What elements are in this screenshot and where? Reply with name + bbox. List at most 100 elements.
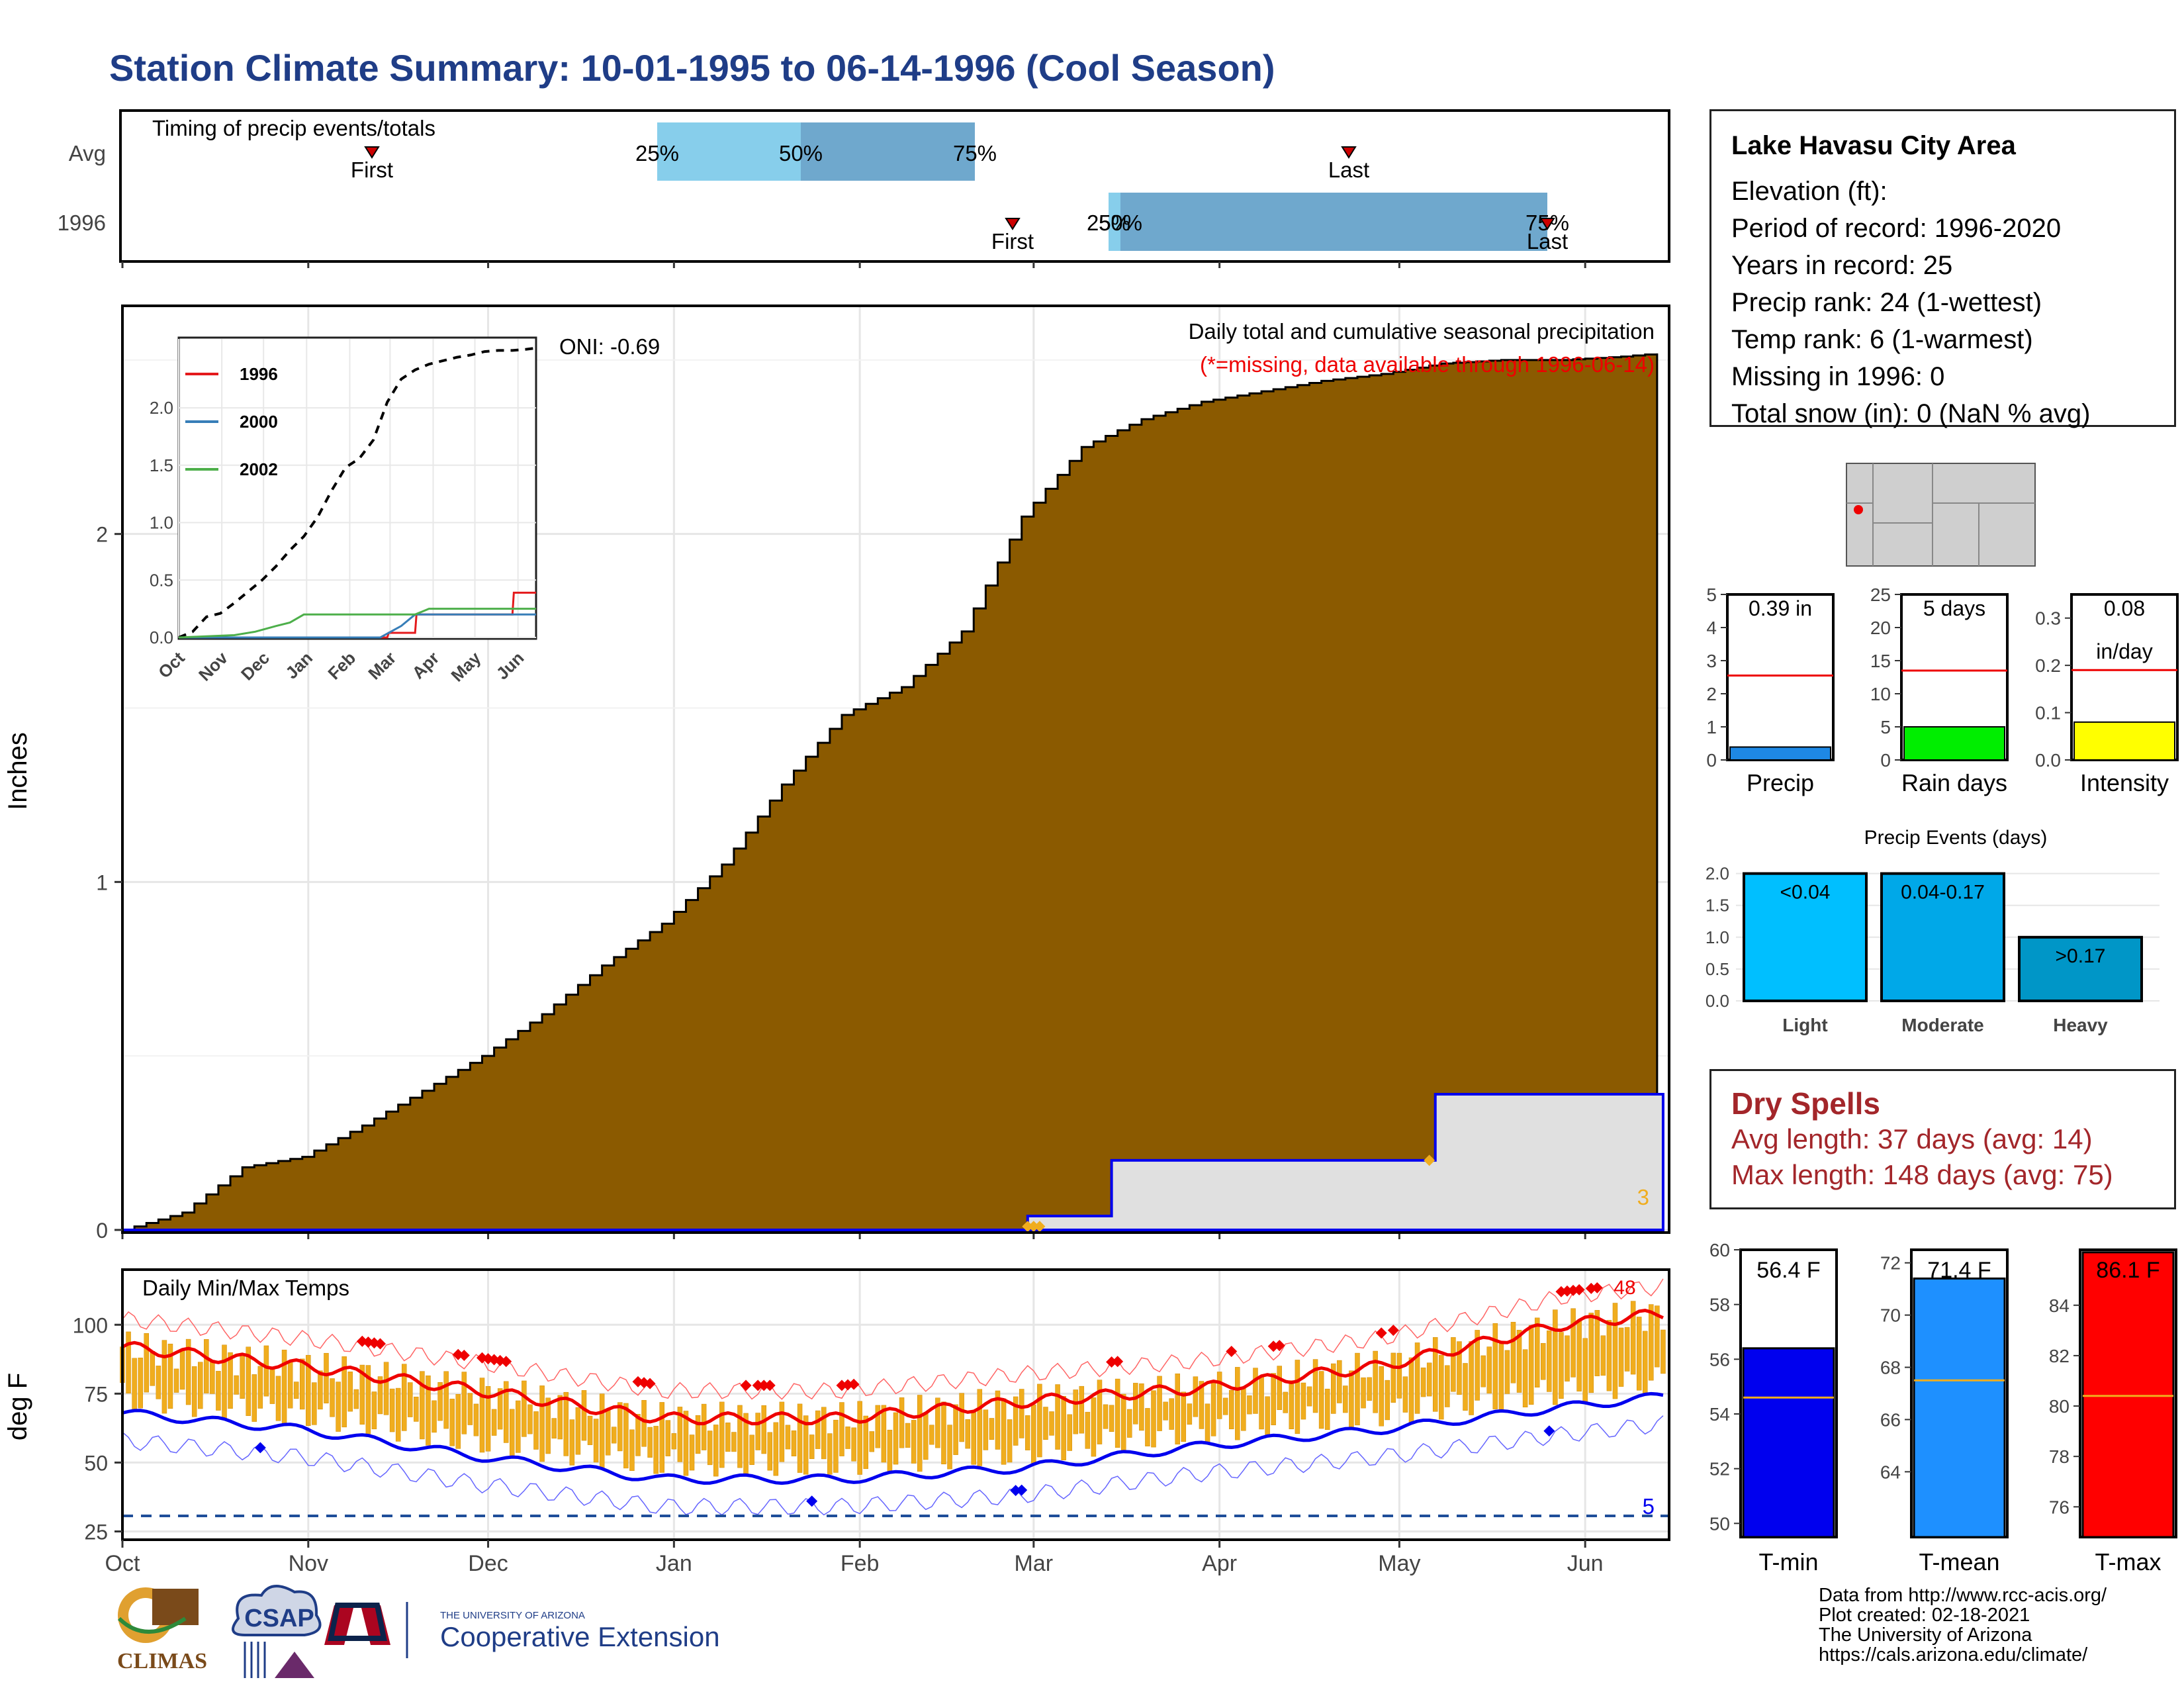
daily-temp-bar — [228, 1352, 233, 1409]
daily-temp-bar — [941, 1401, 946, 1464]
daily-temp-bar — [737, 1405, 743, 1468]
daily-temp-bar — [1235, 1367, 1240, 1440]
inset-series-2002 — [178, 608, 536, 639]
avg-last-label: Last — [1328, 158, 1369, 182]
climas-logo: CLIMAS — [117, 1587, 207, 1673]
summary-bar-tick-label: 3 — [1706, 651, 1717, 671]
daily-temp-bar — [803, 1415, 809, 1475]
summary-bar-chart: 0.0 0.1 0.2 0.3 0.08 in/day Intensity — [2035, 593, 2179, 796]
summary-bar-tick-label: 2 — [1706, 684, 1717, 704]
daily-temp-bar — [623, 1403, 629, 1469]
daily-temp-bar — [953, 1404, 958, 1455]
region-map — [1846, 463, 2036, 567]
daily-temp-bar — [899, 1397, 905, 1448]
summary-bar-value — [1729, 746, 1831, 761]
daily-temp-bar — [887, 1429, 893, 1474]
daily-temp-bar — [1115, 1378, 1120, 1448]
y1996-first-marker — [1005, 218, 1021, 230]
daily-temp-bar — [983, 1409, 989, 1450]
daily-temp-bar — [179, 1350, 185, 1390]
daily-temp-bar — [569, 1419, 575, 1466]
daily-temp-bar — [1414, 1342, 1420, 1414]
avg-p25: 25% — [635, 141, 679, 165]
daily-temp-bar — [1636, 1317, 1642, 1391]
summary-bar-tick-label: 10 — [1870, 684, 1891, 704]
summary-bar-tick-label: 20 — [1870, 618, 1891, 638]
daily-temp-bar — [605, 1409, 611, 1456]
precip-event-marker — [1034, 1221, 1046, 1233]
temp-summary-tick-label: 60 — [1709, 1240, 1730, 1260]
temp-summary-name: T-min — [1759, 1548, 1819, 1575]
daily-temp-bar — [1043, 1407, 1048, 1440]
temp-count: 5 — [1643, 1494, 1655, 1519]
daily-temp-bar — [293, 1382, 299, 1399]
daily-temp-bar — [336, 1382, 341, 1432]
daily-temp-bar — [557, 1395, 563, 1440]
daily-temp-bar — [1649, 1304, 1654, 1381]
daily-temp-bar — [767, 1432, 773, 1471]
daily-temp-bar — [1127, 1409, 1132, 1438]
dry-spells-max: Max length: 148 days (avg: 75) — [1731, 1159, 2113, 1190]
precip-event-marker — [1028, 1221, 1040, 1233]
station-precip-rank: Precip rank: 24 (1-wettest) — [1731, 288, 2042, 317]
temp-hot-count: 48 — [1614, 1277, 1635, 1299]
daily-temp-bar — [815, 1410, 821, 1449]
station-name: Lake Havasu City Area — [1731, 131, 2016, 160]
y1996-last-label: Last — [1527, 229, 1568, 254]
daily-temp-bar — [773, 1422, 779, 1476]
record-high-marker — [1273, 1340, 1285, 1352]
daily-temp-bar — [1187, 1403, 1193, 1425]
daily-temp-bar — [1402, 1376, 1408, 1413]
summary-bar-tick-label: 15 — [1870, 651, 1891, 671]
ua-logo — [324, 1602, 408, 1658]
daily-temp-bar — [665, 1420, 671, 1456]
precip-count: 3 — [1637, 1185, 1649, 1209]
daily-temp-bar — [1265, 1396, 1270, 1438]
summary-bar-label: 5 days — [1923, 596, 1985, 620]
record-high-marker — [1112, 1356, 1124, 1368]
inset-ytick-label: 0.0 — [150, 628, 173, 647]
daily-temp-bar — [263, 1345, 269, 1397]
precip-ytick-label: 0 — [96, 1219, 108, 1243]
daily-temp-bar — [749, 1434, 754, 1465]
daily-temp-bar — [497, 1388, 503, 1430]
daily-temp-bar — [1492, 1323, 1498, 1409]
daily-temp-bar — [269, 1368, 275, 1404]
daily-temp-bar — [917, 1395, 923, 1472]
daily-temp-bar — [1330, 1363, 1336, 1414]
daily-temp-bar — [1324, 1388, 1330, 1430]
daily-temp-bar — [1385, 1380, 1390, 1421]
inset-ytick-label: 1.0 — [150, 513, 173, 533]
daily-temp-bar — [755, 1413, 760, 1450]
daily-temp-bar — [905, 1423, 911, 1448]
temp-summary-tick-label: 80 — [2049, 1396, 2070, 1417]
daily-temp-bar — [1486, 1346, 1492, 1394]
daily-temp-bar — [485, 1386, 491, 1452]
daily-temp-bar — [1259, 1376, 1264, 1430]
daily-temp-bar — [1426, 1362, 1432, 1397]
events-ytick-label: 1.0 — [1706, 927, 1729, 947]
daily-temp-bar — [1013, 1396, 1019, 1446]
daily-temp-bar — [725, 1423, 731, 1452]
record-low-marker — [806, 1495, 818, 1507]
precip-event-marker — [1022, 1221, 1034, 1233]
avg-p75: 75% — [953, 141, 997, 165]
temp-summary-tick-label: 70 — [1880, 1305, 1901, 1326]
daily-temp-bar — [797, 1403, 803, 1473]
record-high-marker — [740, 1380, 752, 1391]
station-temp-rank: Temp rank: 6 (1-warmest) — [1731, 325, 2033, 354]
station-location-marker — [1854, 505, 1863, 514]
daily-temp-bar — [503, 1381, 509, 1443]
events-bar — [1743, 872, 1868, 1002]
temp-summary-name: T-mean — [1919, 1548, 1999, 1575]
daily-temp-bar — [1139, 1383, 1144, 1431]
daily-temp-bar — [437, 1382, 443, 1421]
events-ytick-label: 2.0 — [1706, 864, 1729, 884]
daily-temp-bar — [306, 1354, 311, 1426]
daily-temp-bar — [324, 1352, 329, 1403]
daily-temp-bar — [138, 1357, 143, 1409]
daily-temp-bar — [791, 1430, 797, 1456]
daily-temp-bar — [1510, 1321, 1516, 1383]
daily-temp-bar — [516, 1400, 521, 1453]
